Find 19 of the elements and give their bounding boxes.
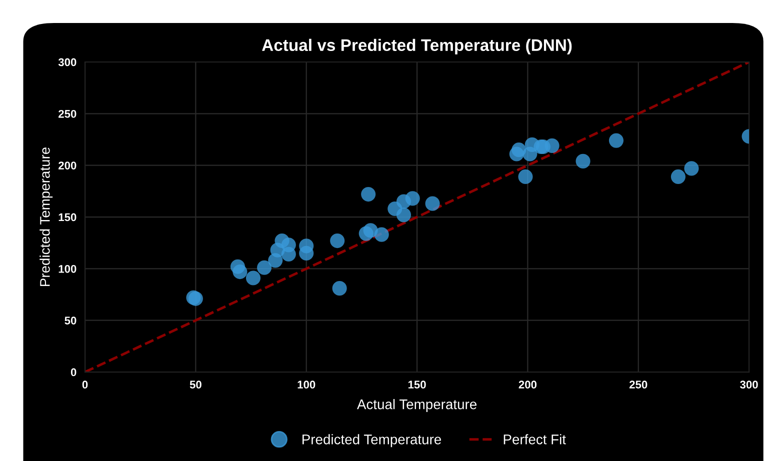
y-tick-label: 300 <box>58 58 76 66</box>
legend-label: Predicted Temperature <box>302 434 442 448</box>
x-axis-title: Actual Temperature <box>356 399 477 412</box>
y-tick-label: 250 <box>58 110 76 118</box>
y-axis-title: Predicted Temperature <box>40 148 53 286</box>
legend-label: Perfect Fit <box>504 434 566 444</box>
x-tick-label: 200 <box>518 380 537 389</box>
y-tick-label: 200 <box>58 162 76 170</box>
y-tick-label: 100 <box>58 264 76 273</box>
x-tick-label: 150 <box>408 380 426 389</box>
chart-title: Actual vs Predicted Temperature (DNN) <box>262 38 572 54</box>
x-tick-label: 100 <box>298 380 316 389</box>
x-tick-label: 50 <box>190 380 202 389</box>
x-tick-label: 250 <box>629 380 648 389</box>
y-tick-label: 150 <box>58 213 76 222</box>
x-tick-label: 300 <box>740 380 758 389</box>
x-tick-label: 0 <box>82 380 88 389</box>
y-tick-label: 0 <box>70 368 76 376</box>
y-tick-label: 50 <box>64 316 76 324</box>
